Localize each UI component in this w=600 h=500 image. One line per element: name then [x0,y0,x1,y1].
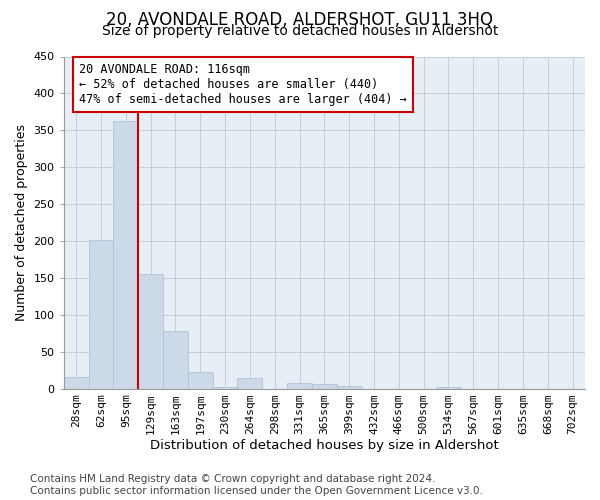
Text: Contains HM Land Registry data © Crown copyright and database right 2024.
Contai: Contains HM Land Registry data © Crown c… [30,474,483,496]
Bar [436,387,461,388]
Bar [89,240,113,388]
Text: Size of property relative to detached houses in Aldershot: Size of property relative to detached ho… [102,24,498,38]
Bar [113,122,138,388]
Bar [337,386,362,388]
Text: 20, AVONDALE ROAD, ALDERSHOT, GU11 3HQ: 20, AVONDALE ROAD, ALDERSHOT, GU11 3HQ [107,11,493,29]
Text: 20 AVONDALE ROAD: 116sqm
← 52% of detached houses are smaller (440)
47% of semi-: 20 AVONDALE ROAD: 116sqm ← 52% of detach… [79,63,407,106]
Bar [188,372,212,388]
X-axis label: Distribution of detached houses by size in Aldershot: Distribution of detached houses by size … [150,440,499,452]
Bar [238,378,262,388]
Bar [212,387,238,388]
Bar [163,331,188,388]
Bar [287,382,312,388]
Bar [138,274,163,388]
Y-axis label: Number of detached properties: Number of detached properties [15,124,28,321]
Bar [64,377,89,388]
Bar [312,384,337,388]
